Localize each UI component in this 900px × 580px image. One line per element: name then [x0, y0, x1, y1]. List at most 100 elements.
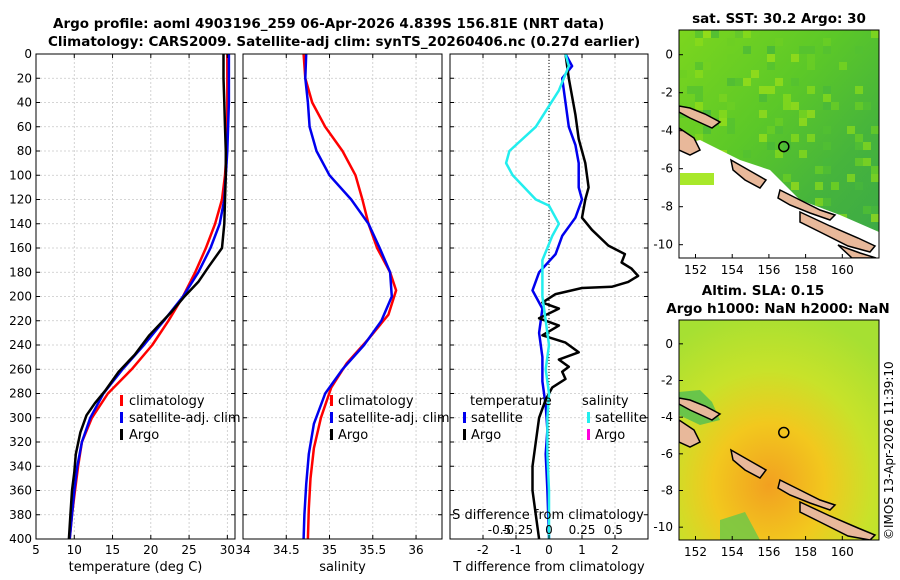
sst-pixel	[719, 110, 727, 118]
lon-tick-label: 152	[684, 263, 707, 277]
sst-pixel	[743, 78, 751, 86]
sst-map-ticks: 152 154 156 158 160 0 -2 -4 -6 -8 -10	[653, 48, 853, 277]
sst-pixel	[871, 206, 879, 214]
x-tick-label: -1	[510, 543, 522, 557]
sst-pixel	[775, 78, 783, 86]
sla-map-frame	[678, 319, 880, 541]
lat-tick-label: 0	[665, 337, 673, 351]
y-tick-label: 180	[9, 265, 32, 279]
sst-pixel	[791, 182, 799, 190]
sst-pixel	[807, 134, 815, 142]
x-tick-label: 34.5	[273, 543, 300, 557]
sst-pixel	[775, 150, 783, 158]
sst-pixel	[759, 134, 767, 142]
sst-pixel	[719, 94, 727, 102]
y-tick-label: 280	[9, 387, 32, 401]
y-tick-label: 160	[9, 241, 32, 255]
sst-pixel	[871, 174, 879, 182]
land-new-britain	[679, 419, 702, 448]
sst-pixel	[807, 86, 815, 94]
salinity-profile-panel: 34 34.5 35 35.5 36 salinity	[235, 53, 443, 575]
legend-label-climatology: climatology	[129, 394, 205, 409]
y-tick-label: 300	[9, 411, 32, 425]
land-choiseul	[777, 188, 837, 221]
sst-pixel	[791, 78, 799, 86]
sst-pixel	[727, 38, 735, 46]
sst-pixel	[807, 110, 815, 118]
argo-float-marker	[778, 140, 790, 153]
legend-swatch-climatology	[330, 395, 333, 406]
legend-label-temp-satellite: satellite	[471, 411, 523, 426]
lon-tick-label: 160	[831, 545, 854, 559]
sst-pixel	[855, 158, 863, 166]
y-tick-label: 380	[9, 508, 32, 522]
sst-pixel	[799, 110, 807, 118]
legend-label-satellite: satellite-adj. clim	[338, 411, 450, 426]
x-tick-label: 30	[220, 543, 235, 557]
sst-pixel	[791, 102, 799, 110]
sst-pixel	[839, 62, 847, 70]
sst-pixel	[863, 158, 871, 166]
sst-pixel	[863, 142, 871, 150]
lat-tick-label: -8	[661, 200, 673, 214]
sst-pixel	[775, 38, 783, 46]
sst-map-title: sat. SST: 30.2 Argo: 30	[692, 11, 866, 27]
sst-pixel	[743, 150, 751, 158]
legend-label-temp-argo: Argo	[471, 428, 501, 443]
sst-pixel	[695, 38, 703, 46]
legend-label-argo: Argo	[338, 428, 368, 443]
y-tick-label: 360	[9, 484, 32, 498]
sst-pixel	[751, 70, 759, 78]
sst-pixel	[823, 46, 831, 54]
sst-pixel	[799, 150, 807, 158]
sla-map-panel: Altim. SLA: 0.15 Argo h1000: NaN h2000: …	[653, 283, 889, 559]
sst-pixel	[695, 102, 703, 110]
x-tick-label: 0	[545, 543, 553, 557]
temperature-profile-panel: 0 20 40 60 80 100 120 140 160 180 200 220 240 260 280 3…	[9, 47, 236, 575]
land-bougainville	[729, 448, 768, 479]
x-tick-label: 36	[408, 543, 423, 557]
lon-tick-label: 156	[757, 545, 780, 559]
sst-pixel	[799, 118, 807, 126]
lon-tick-label: 154	[721, 263, 744, 277]
sst-pixel	[783, 174, 791, 182]
series-line-salinity-satellite	[504, 53, 571, 539]
y-tick-label: 340	[9, 459, 32, 473]
sst-pixel	[863, 102, 871, 110]
sst-pixel	[703, 62, 711, 70]
legend-label-sal-satellite: satellite	[595, 411, 647, 426]
legend-swatch-temp-argo	[463, 429, 466, 440]
legend-swatch-climatology	[120, 395, 123, 406]
x-tick-label: 34	[235, 543, 250, 557]
lon-tick-label: 152	[684, 545, 707, 559]
sst-pixel	[695, 134, 703, 142]
sst-pixel	[871, 214, 879, 222]
sst-pixel	[807, 46, 815, 54]
sla-map-ticks: 152 154 156 158 160 0 -2 -4 -6 -8 -10	[653, 337, 853, 559]
sst-pixel	[767, 86, 775, 94]
lat-tick-label: -6	[661, 447, 673, 461]
sst-pixel	[783, 102, 791, 110]
sst-pixel	[775, 118, 783, 126]
y-tick-label: 0	[24, 47, 32, 61]
argo-float-marker	[778, 426, 790, 439]
sst-pixel	[743, 46, 751, 54]
sst-pixel	[855, 134, 863, 142]
difference-legend: temperature satellite Argo salinity sate…	[463, 394, 647, 443]
figure-title-line2: Climatology: CARS2009. Satellite-adj cli…	[48, 34, 640, 50]
lat-tick-label: -4	[661, 124, 673, 138]
series-line-climatology	[302, 53, 398, 540]
sst-pixel	[855, 142, 863, 150]
s-diff-tick-label: 0.25	[569, 523, 596, 537]
land-choiseul	[777, 478, 837, 511]
x-tick-label: 10	[67, 543, 82, 557]
x-axis-label: T difference from climatology	[452, 560, 645, 575]
sst-pixel	[823, 198, 831, 206]
sst-pixel	[871, 126, 879, 134]
y-tick-label: 120	[9, 193, 32, 207]
sst-pixel	[711, 30, 719, 38]
sst-pixel	[767, 54, 775, 62]
sst-pixel	[727, 118, 735, 126]
